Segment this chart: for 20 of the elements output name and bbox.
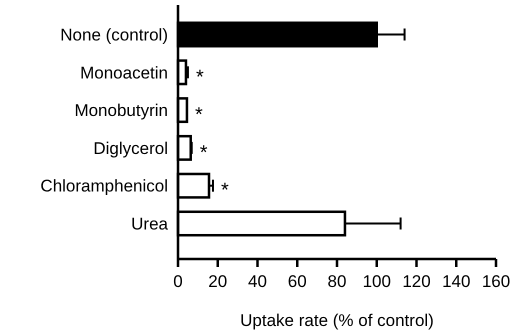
x-axis-title: Uptake rate (% of control) xyxy=(240,311,434,330)
y-tick-label: None (control) xyxy=(60,26,168,44)
annotation: * xyxy=(196,66,204,88)
y-tick-label: Monoacetin xyxy=(80,63,168,82)
y-tick-label: Urea xyxy=(131,214,169,234)
x-tick-label: 160 xyxy=(482,272,510,291)
annotation: * xyxy=(194,104,203,126)
x-tick-label: 100 xyxy=(362,272,391,291)
y-tick-label: Chloramphenicol xyxy=(40,176,168,196)
x-tick-label: 120 xyxy=(402,272,431,291)
x-tick-label: 60 xyxy=(288,272,307,291)
x-tick-label: 20 xyxy=(208,272,228,291)
x-tick-label: 40 xyxy=(248,272,267,291)
annotation: * xyxy=(220,180,229,202)
x-tick-label: 0 xyxy=(173,272,183,291)
y-tick-label: Monobutyrin xyxy=(74,101,168,120)
y-tick-label: Diglycerol xyxy=(93,138,168,158)
x-tick-label: 80 xyxy=(328,272,346,291)
x-tick-label: 140 xyxy=(442,272,470,291)
annotation: * xyxy=(200,142,208,164)
